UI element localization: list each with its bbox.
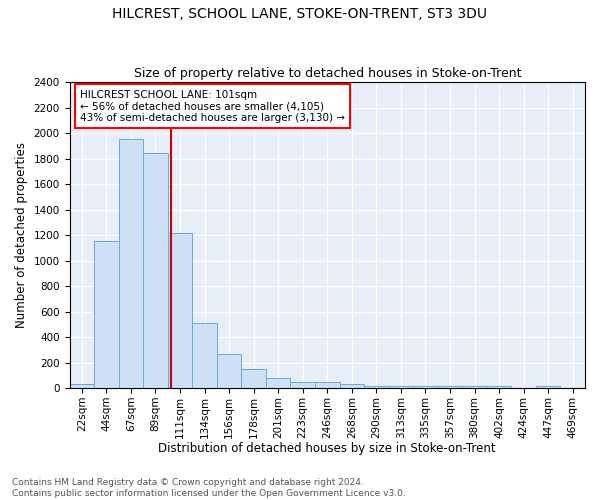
Bar bbox=[266, 378, 290, 388]
Bar bbox=[241, 369, 266, 388]
Bar bbox=[487, 386, 511, 388]
Bar bbox=[438, 386, 462, 388]
Text: HILCREST, SCHOOL LANE, STOKE-ON-TRENT, ST3 3DU: HILCREST, SCHOOL LANE, STOKE-ON-TRENT, S… bbox=[113, 8, 487, 22]
Bar bbox=[340, 384, 364, 388]
Bar bbox=[119, 140, 143, 388]
Title: Size of property relative to detached houses in Stoke-on-Trent: Size of property relative to detached ho… bbox=[134, 66, 521, 80]
Bar bbox=[70, 384, 94, 388]
Bar bbox=[462, 386, 487, 388]
X-axis label: Distribution of detached houses by size in Stoke-on-Trent: Distribution of detached houses by size … bbox=[158, 442, 496, 455]
Bar bbox=[536, 386, 560, 388]
Y-axis label: Number of detached properties: Number of detached properties bbox=[15, 142, 28, 328]
Bar bbox=[217, 354, 241, 388]
Bar bbox=[192, 323, 217, 388]
Bar bbox=[389, 386, 413, 388]
Text: Contains HM Land Registry data © Crown copyright and database right 2024.
Contai: Contains HM Land Registry data © Crown c… bbox=[12, 478, 406, 498]
Bar bbox=[413, 386, 438, 388]
Bar bbox=[315, 382, 340, 388]
Text: HILCREST SCHOOL LANE: 101sqm
← 56% of detached houses are smaller (4,105)
43% of: HILCREST SCHOOL LANE: 101sqm ← 56% of de… bbox=[80, 90, 345, 123]
Bar bbox=[94, 242, 119, 388]
Bar bbox=[290, 382, 315, 388]
Bar bbox=[168, 232, 192, 388]
Bar bbox=[143, 154, 168, 388]
Bar bbox=[364, 386, 389, 388]
